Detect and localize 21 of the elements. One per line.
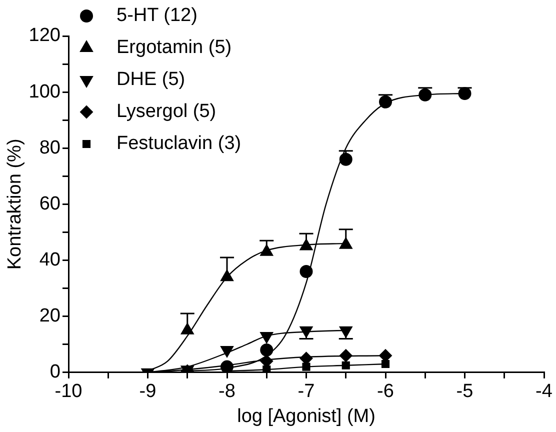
y-tick-label: 40: [39, 250, 60, 270]
y-tick-label: 60: [39, 193, 60, 214]
x-tick-label: -5: [456, 381, 474, 402]
legend-label: DHE (5): [116, 69, 186, 90]
y-tick-label: 120: [28, 25, 60, 46]
x-tick-label: -8: [218, 381, 236, 402]
y-tick-label: 0: [50, 362, 60, 383]
legend-label: Ergotamin (5): [116, 37, 232, 58]
x-tick-label: -9: [139, 381, 156, 402]
legend-label: Festuclavin (3): [116, 133, 242, 154]
y-tick-label: 80: [39, 137, 60, 158]
x-axis-title: log [Agonist] (M): [237, 406, 376, 427]
x-tick-label: -4: [536, 381, 553, 402]
y-axis-title: Kontraktion (%): [4, 138, 26, 270]
y-tick-label: 20: [39, 306, 60, 327]
legend-label: Lysergol (5): [116, 101, 216, 122]
y-tick-label: 100: [28, 81, 60, 102]
legend-label: 5-HT (12): [116, 5, 198, 26]
x-tick-label: -6: [377, 381, 394, 402]
x-tick-label: -7: [298, 381, 315, 402]
x-tick-label: -10: [54, 381, 82, 402]
